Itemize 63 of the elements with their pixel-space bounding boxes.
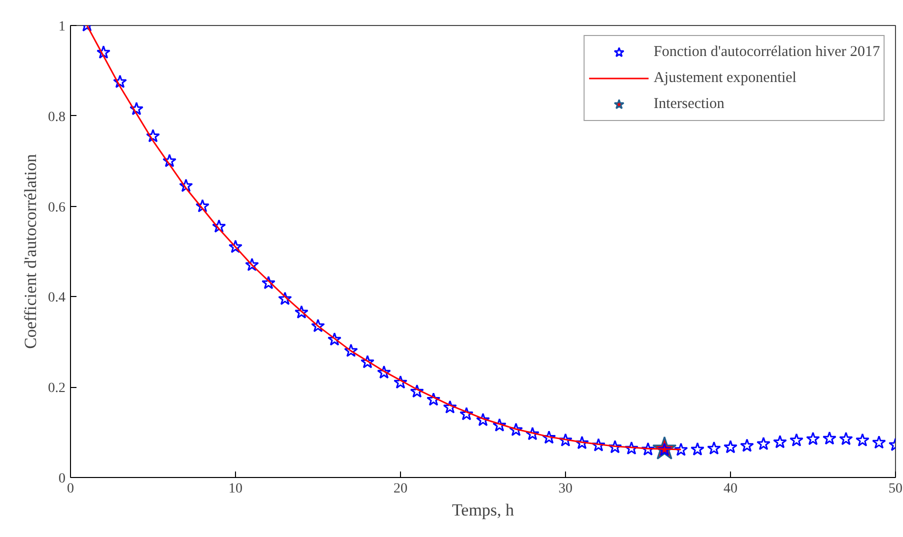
point — [460, 406, 474, 420]
point — [344, 344, 358, 357]
point — [790, 433, 804, 446]
point — [377, 365, 391, 379]
point — [212, 219, 226, 233]
point — [839, 432, 853, 446]
point — [674, 442, 688, 456]
point — [492, 418, 506, 432]
y-tick-label: 0.2 — [48, 381, 66, 396]
point — [410, 384, 424, 398]
point — [756, 436, 770, 450]
point — [724, 440, 738, 454]
point — [509, 422, 523, 436]
point — [311, 318, 325, 332]
point — [146, 128, 160, 142]
y-tick-label: 0.8 — [48, 110, 66, 125]
point — [624, 441, 638, 455]
point — [641, 442, 655, 456]
legend-label: Ajustement exponentiel — [654, 68, 796, 88]
x-tick-label: 30 — [558, 482, 572, 496]
x-tick-label: 50 — [888, 482, 902, 496]
point — [130, 102, 144, 116]
y-tick-label: 1 — [58, 20, 66, 34]
point — [196, 199, 210, 212]
point — [278, 292, 292, 305]
legend-label: Intersection — [654, 94, 724, 114]
point — [443, 400, 457, 414]
point — [707, 441, 721, 455]
x-tick-label: 10 — [228, 482, 242, 496]
point — [773, 434, 787, 448]
point — [542, 430, 556, 444]
y-axis-title: Coefficient d'autocorrélation — [21, 154, 40, 349]
point — [690, 442, 704, 456]
x-tick-label: 20 — [394, 482, 408, 496]
point — [360, 354, 374, 368]
point — [179, 178, 193, 192]
point — [575, 436, 589, 450]
point — [245, 258, 259, 272]
y-tick-label: 0.6 — [48, 200, 66, 216]
y-tick-label: 0 — [58, 472, 66, 486]
point — [96, 45, 110, 59]
point — [806, 432, 820, 446]
point — [113, 74, 127, 88]
point — [228, 240, 242, 253]
point — [162, 154, 176, 168]
x-tick-label: 40 — [724, 482, 738, 496]
point — [872, 435, 886, 449]
point — [328, 332, 342, 346]
point — [592, 438, 606, 452]
point — [476, 412, 490, 426]
point — [822, 431, 836, 445]
point — [608, 440, 622, 454]
point — [262, 276, 276, 290]
point — [426, 392, 440, 406]
point — [558, 433, 572, 446]
y-tick-label: 0.4 — [48, 290, 66, 306]
x-axis-title: Temps, h — [452, 500, 515, 520]
legend-label: Fonction d'autocorrélation hiver 2017 — [654, 42, 880, 62]
point — [740, 438, 754, 452]
point — [856, 433, 870, 446]
point — [394, 375, 408, 389]
point — [294, 305, 308, 319]
point — [526, 426, 540, 440]
